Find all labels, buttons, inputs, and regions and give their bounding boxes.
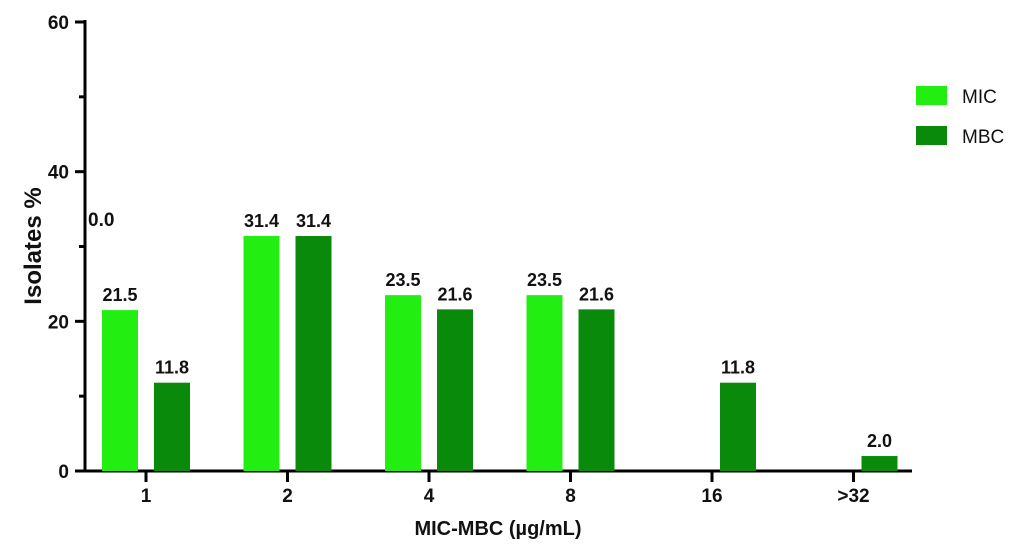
- x-tick-label: 16: [701, 486, 722, 507]
- legend: MIC MBC: [916, 86, 1004, 148]
- bar-mbc-4: [437, 309, 473, 471]
- y-tick-label: 60: [48, 13, 69, 34]
- stray-data-label: 0.0: [88, 210, 114, 231]
- x-tick-label: 8: [565, 486, 576, 507]
- bar-value-label: 23.5: [527, 270, 562, 290]
- x-tick-label: >32: [837, 486, 869, 507]
- y-tick-label: 20: [48, 312, 69, 333]
- bar-mbc-8: [578, 309, 615, 471]
- legend-label-mic: MIC: [962, 87, 997, 108]
- bar-mbc-2: [295, 236, 332, 471]
- bar-mic-8: [526, 295, 563, 471]
- bar-value-label: 21.6: [579, 284, 614, 304]
- y-tick-label: 0: [58, 462, 69, 483]
- x-tick-label: 1: [141, 486, 152, 507]
- bar-value-label: 11.8: [155, 358, 189, 378]
- y-axis-title: Isolates %: [20, 187, 47, 304]
- bar-mbc->32: [861, 456, 898, 471]
- bar-value-label: 31.4: [244, 211, 279, 231]
- bar-value-label: 21.5: [102, 285, 137, 305]
- y-tick-label: 40: [48, 163, 69, 184]
- bar-mic-2: [243, 236, 280, 471]
- bar-value-label: 11.8: [721, 358, 755, 378]
- legend-swatch-mic: [916, 86, 947, 105]
- bar-mic-4: [385, 295, 421, 471]
- bar-mbc-16: [720, 382, 756, 471]
- legend-swatch-mbc: [916, 126, 947, 145]
- legend-label-mbc: MBC: [962, 127, 1004, 148]
- bar-value-label: 23.5: [385, 270, 420, 290]
- y-axis: 0 20 40 60: [48, 13, 87, 483]
- bar-mic-1: [102, 310, 138, 471]
- bar-value-label: 2.0: [867, 431, 892, 451]
- x-axis: 1 2 4 8 16 >32: [84, 469, 912, 507]
- x-tick-label: 4: [424, 486, 435, 507]
- bar-value-label: 31.4: [296, 211, 331, 231]
- bar-mbc-1: [154, 382, 190, 471]
- bar-labels-group: 21.5 31.4 23.5 23.5 11.8 31.4 21.6 21.6 11.8 2.0: [102, 211, 892, 451]
- x-tick-label: 2: [282, 486, 293, 507]
- x-axis-title: MIC-MBC (µg/mL): [414, 518, 581, 540]
- bars-group: [102, 236, 898, 471]
- bar-value-label: 21.6: [437, 284, 472, 304]
